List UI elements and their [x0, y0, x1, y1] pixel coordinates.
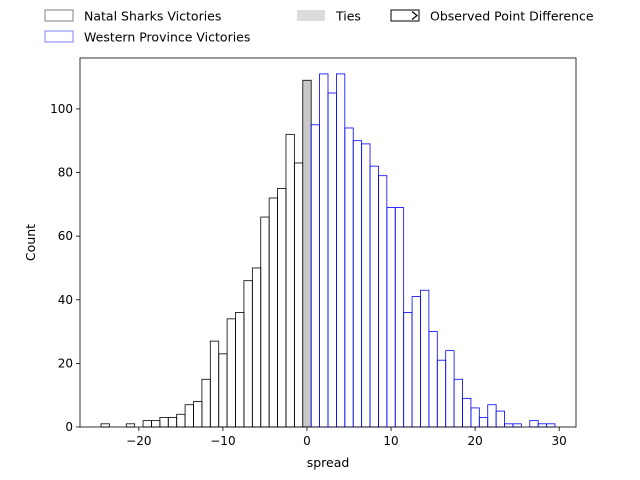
y-tick-label: 80 [58, 166, 73, 180]
y-tick-label: 60 [58, 229, 73, 243]
bar-western-province-victories [487, 404, 497, 428]
bar-western-province-victories [378, 175, 388, 428]
bar-natal-sharks-victories [209, 340, 220, 428]
bar-western-province-victories [411, 296, 421, 428]
bar-natal-sharks-victories [226, 318, 236, 428]
bar-natal-sharks-victories [268, 197, 278, 428]
bar-western-province-victories [361, 143, 371, 428]
bar-western-province-victories [436, 359, 447, 428]
bar-western-province-victories [310, 124, 320, 428]
bar-natal-sharks-victories [218, 353, 228, 428]
bar-western-province-victories [478, 417, 489, 428]
bar-western-province-victories [462, 397, 472, 428]
bar-western-province-victories [529, 420, 539, 428]
bar-western-province-victories [470, 407, 480, 428]
bar-western-province-victories [319, 73, 329, 428]
legend: Natal Sharks Victories Western Province V… [44, 9, 594, 45]
bar-natal-sharks-victories [285, 133, 295, 428]
bar-western-province-victories [369, 165, 379, 428]
legend-item: Western Province Victories [44, 30, 250, 45]
y-tick-label: 100 [50, 102, 73, 116]
bar-western-province-victories [512, 423, 522, 428]
bar-western-province-victories [327, 92, 337, 428]
y-tick-label: 40 [58, 293, 73, 307]
x-tick-label: −20 [126, 434, 151, 448]
bar-natal-sharks-victories [260, 216, 270, 428]
bar-natal-sharks-victories [277, 188, 287, 428]
y-axis-label: Count [23, 224, 38, 261]
legend-item: Natal Sharks Victories [44, 9, 221, 24]
legend-swatch [297, 10, 325, 21]
bar-western-province-victories [336, 73, 346, 428]
bar-western-province-victories [453, 378, 463, 428]
y-tick-label: 20 [58, 356, 73, 370]
legend-label: Western Province Victories [84, 30, 250, 45]
bar-natal-sharks-victories [142, 420, 152, 428]
bar-ties [302, 79, 312, 428]
legend-label: Observed Point Difference [430, 9, 594, 24]
bars-layer [100, 73, 556, 428]
bar-natal-sharks-victories [293, 162, 304, 428]
bar-western-province-victories [394, 207, 405, 428]
bar-natal-sharks-victories [100, 423, 110, 428]
bar-western-province-victories [420, 289, 430, 428]
legend-swatch [390, 9, 420, 22]
x-tick-label: 30 [552, 434, 567, 448]
y-tick-label: 0 [65, 420, 73, 434]
legend-label: Ties [335, 9, 361, 24]
bar-western-province-victories [504, 423, 514, 428]
x-tick-label: 0 [303, 434, 311, 448]
bar-natal-sharks-victories [159, 417, 169, 428]
plot-frame [79, 57, 577, 428]
x-tick-label: 10 [383, 434, 398, 448]
bar-natal-sharks-victories [243, 280, 253, 428]
arrow-marker-icon [411, 11, 418, 20]
bar-natal-sharks-victories [201, 378, 211, 428]
x-tick-label: −10 [210, 434, 235, 448]
legend-item: Observed Point Difference [390, 9, 594, 24]
bar-western-province-victories [428, 331, 438, 428]
bar-natal-sharks-victories [235, 312, 245, 428]
x-tick-label: 20 [467, 434, 482, 448]
bar-western-province-victories [352, 140, 363, 428]
y-axis-ticks: 0 20 40 60 80 100 [50, 102, 80, 434]
bar-natal-sharks-victories [125, 423, 136, 428]
bar-natal-sharks-victories [176, 413, 186, 428]
bar-western-province-victories [344, 127, 354, 428]
legend-swatch [44, 9, 74, 22]
bar-western-province-victories [495, 410, 505, 428]
bar-natal-sharks-victories [151, 420, 161, 428]
bar-western-province-victories [546, 423, 556, 428]
bar-natal-sharks-victories [167, 417, 178, 428]
x-axis-label: spread [307, 455, 350, 470]
bar-natal-sharks-victories [184, 404, 194, 428]
legend-swatch [44, 30, 74, 43]
legend-label: Natal Sharks Victories [84, 9, 221, 24]
bar-western-province-victories [537, 423, 547, 428]
bar-western-province-victories [386, 207, 396, 428]
x-axis-ticks: −20 −10 0 10 20 30 [126, 427, 567, 448]
legend-item: Ties [297, 9, 361, 24]
bar-natal-sharks-victories [251, 267, 262, 428]
bar-western-province-victories [403, 312, 413, 428]
bar-natal-sharks-victories [193, 401, 203, 428]
bar-western-province-victories [445, 350, 455, 428]
